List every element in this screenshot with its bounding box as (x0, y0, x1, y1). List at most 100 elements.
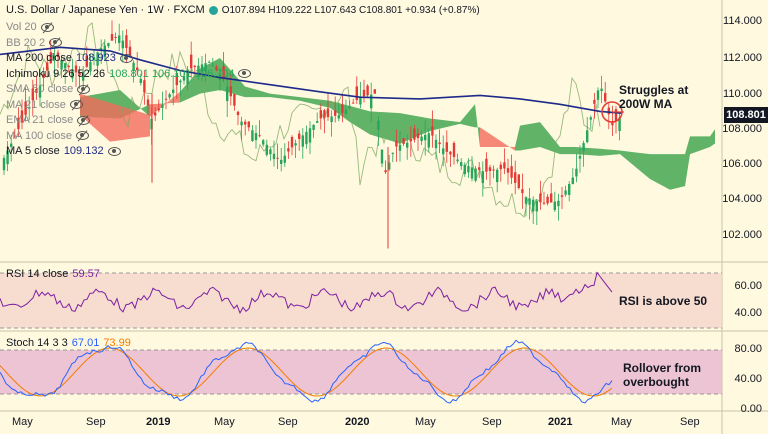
stoch-k-value: 67.01 (71, 337, 100, 349)
candle-body (532, 199, 535, 212)
eye-hidden-icon[interactable] (76, 131, 90, 140)
candle-body (384, 170, 387, 173)
candle-body (258, 135, 261, 137)
price-axis-label: 114.000 (723, 15, 762, 27)
candle-body (445, 142, 448, 152)
rsi-label: RSI 14 close (6, 268, 69, 280)
candle-body (20, 110, 24, 123)
candle-body (481, 171, 484, 184)
candle-body (114, 36, 117, 38)
stoch-d-value: 73.99 (103, 337, 131, 349)
ichimoku-cloud-segment (430, 118, 460, 131)
indicator-label: MA 200 close (6, 52, 73, 64)
indicator-legend-8[interactable]: MA 5 close 109.132 (6, 145, 121, 157)
candle-body (600, 88, 603, 92)
oscillator-axis-label: 60.00 (734, 280, 762, 292)
candle-body (78, 72, 81, 76)
candle-body (359, 97, 362, 105)
indicator-label: MA 100 close (6, 129, 73, 142)
candle-body (193, 65, 196, 67)
candle-body (380, 149, 384, 164)
rsi-legend[interactable]: RSI 14 close 59.57 (6, 268, 100, 280)
eye-hidden-icon[interactable] (77, 115, 91, 125)
candle-body (53, 55, 56, 60)
candle-body (413, 128, 416, 140)
ohlc-values: O107.894 H109.222 L107.643 C108.801 +0.9… (221, 4, 480, 16)
candle-body (240, 121, 243, 126)
candle-body (337, 115, 340, 119)
candle-body (96, 52, 99, 66)
indicator-legend-7[interactable]: MA 100 close (6, 129, 90, 142)
indicator-legend-3[interactable]: Ichimoku 9 26 52 26 108.801 106.101 106.7… (6, 68, 252, 80)
ichimoku-cloud-segment (350, 106, 370, 135)
indicator-legend-2[interactable]: MA 200 close 108.923 (6, 52, 133, 64)
eye-hidden-icon[interactable] (40, 22, 54, 32)
time-axis-label: Sep (482, 416, 502, 428)
candle-body (514, 172, 517, 183)
ichimoku-cloud-early (80, 93, 150, 142)
ichimoku-cloud-segment (480, 127, 515, 151)
eye-icon[interactable] (119, 53, 133, 63)
candle-body (17, 117, 20, 130)
candle-body (316, 121, 319, 123)
price-axis-label: 108.000 (722, 123, 762, 135)
candle-body (611, 121, 614, 126)
ichimoku-cloud-segment (475, 104, 480, 147)
time-axis-label: May (214, 416, 235, 428)
candle-body (344, 109, 348, 115)
ichimoku-cloud-segment (690, 136, 710, 155)
ichimoku-cloud-segment (460, 104, 475, 128)
indicator-legend-1[interactable]: BB 20 2 (6, 37, 63, 49)
indicator-value: 108.923 (76, 52, 116, 64)
candle-body (272, 153, 276, 160)
candle-body (398, 145, 402, 151)
candle-body (557, 200, 560, 207)
candle-body (107, 43, 110, 47)
candle-body (46, 62, 49, 71)
indicator-legend-6[interactable]: EMA 21 close (6, 114, 91, 126)
candle-body (24, 101, 27, 115)
eye-hidden-icon[interactable] (49, 38, 63, 47)
candle-body (287, 148, 290, 152)
candle-body (434, 139, 438, 149)
indicator-legend-5[interactable]: MA 21 close (6, 99, 83, 111)
eye-hidden-icon[interactable] (77, 84, 91, 94)
eye-icon[interactable] (238, 69, 252, 78)
annotation-stoch: Rollover from overbought (623, 361, 702, 389)
candle-body (128, 46, 132, 56)
ma200-line (0, 46, 623, 114)
candle-body (470, 167, 474, 179)
candle-body (82, 71, 85, 81)
indicator-label: Vol 20 (6, 21, 37, 33)
candle-body (89, 61, 92, 72)
candle-body (388, 162, 391, 170)
candle-body (305, 131, 308, 145)
candle-body (402, 138, 405, 144)
indicator-legend-4[interactable]: SMA 50 close (6, 83, 91, 95)
candle-body (204, 63, 207, 72)
candle-body (452, 142, 456, 157)
eye-icon[interactable] (107, 146, 121, 156)
candle-body (64, 63, 67, 69)
candle-body (139, 78, 142, 83)
ichimoku-cloud-segment (540, 122, 560, 155)
stoch-d-line (0, 347, 613, 397)
candle-body (244, 121, 247, 125)
candle-body (172, 89, 175, 94)
candle-body (28, 107, 31, 109)
candle-body (125, 35, 128, 48)
candle-body (334, 110, 337, 116)
candle-body (348, 106, 351, 108)
oscillator-axis-label: 40.00 (734, 307, 762, 319)
ichimoku-cloud-segment (710, 129, 715, 147)
ichimoku-cloud-segment (670, 154, 685, 190)
candle-body (488, 167, 492, 172)
candle-body (323, 110, 326, 118)
price-axis-label: 104.000 (722, 193, 762, 205)
candle-body (506, 168, 510, 173)
stoch-legend[interactable]: Stoch 14 3 3 67.01 73.99 (6, 337, 131, 349)
eye-hidden-icon[interactable] (69, 100, 83, 109)
indicator-legend-0[interactable]: Vol 20 (6, 21, 54, 33)
